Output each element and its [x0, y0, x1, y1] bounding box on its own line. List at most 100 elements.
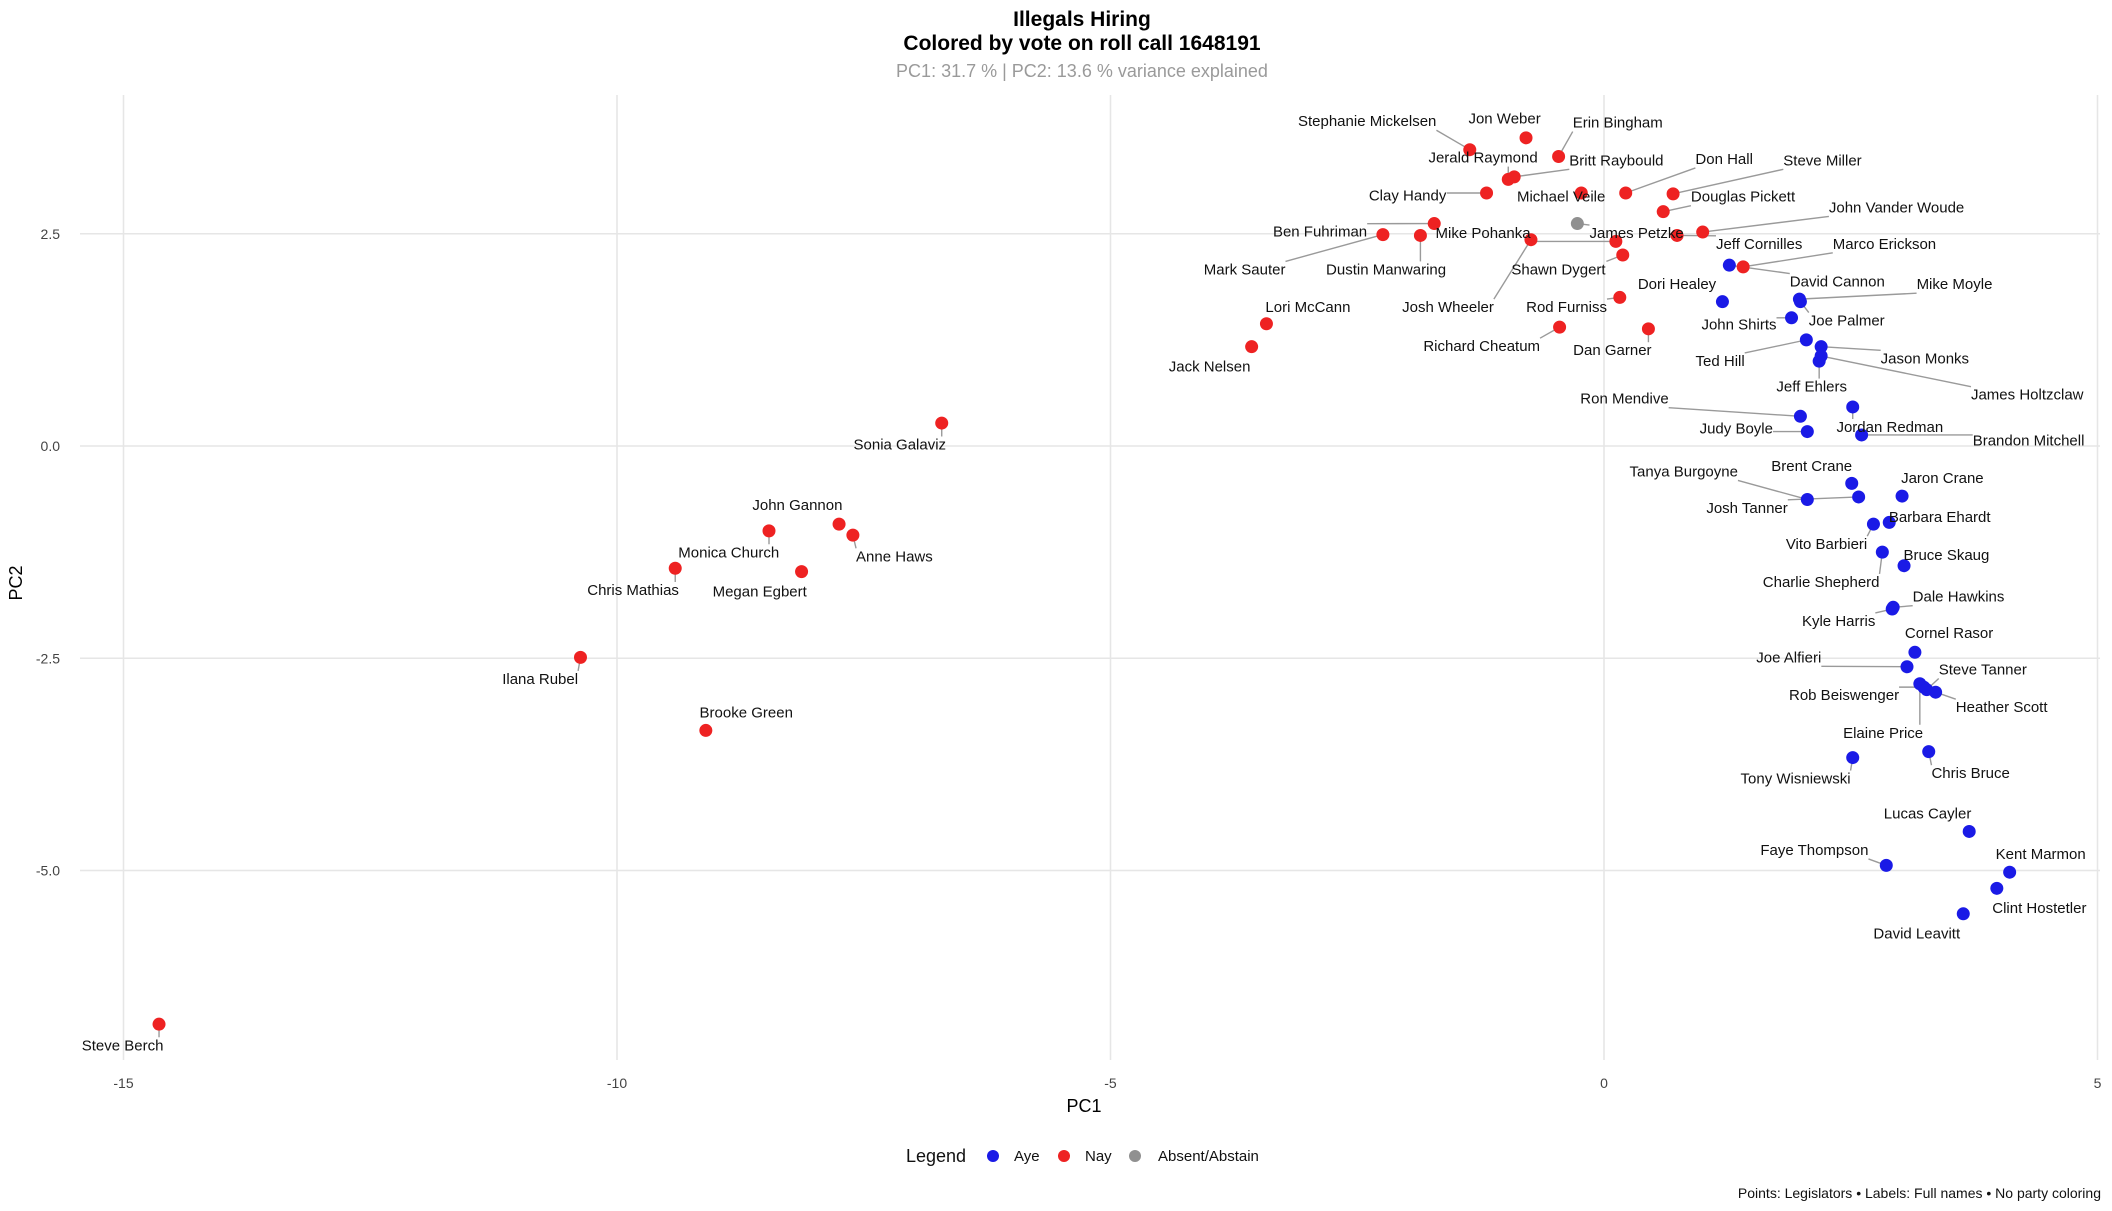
point-douglas-pickett: [1656, 205, 1670, 219]
point-michael-veile: [1574, 186, 1588, 200]
label-joe-palmer: Joe Palmer: [1809, 313, 1885, 330]
legend-swatch-nay: [1058, 1150, 1070, 1162]
label-anne-haws: Anne Haws: [856, 548, 933, 565]
label-faye-thompson: Faye Thompson: [1760, 842, 1868, 859]
label-steve-tanner: Steve Tanner: [1939, 661, 2027, 678]
label-michael-veile: Michael Veile: [1517, 189, 1605, 206]
point-labels: Stephanie Mickelsen Jon Weber Erin Bingham…: [82, 111, 2087, 1055]
point-erin-bingham: [1552, 149, 1566, 163]
label-john-gannon: John Gannon: [752, 497, 842, 514]
label-jaron-crane: Jaron Crane: [1901, 470, 1984, 487]
point-jon-weber: [1519, 131, 1533, 145]
label-jason-monks: Jason Monks: [1881, 350, 1969, 367]
point-vito-barbieri: [1866, 517, 1880, 531]
leader-line-britt-raybould: [1514, 168, 1570, 178]
point-steve-berch: [152, 1017, 166, 1031]
axis-ticks: -15 -10 -5 0 5 -5.0 -2.5 0.0 2.5: [36, 226, 2102, 1091]
label-jack-nelsen: Jack Nelsen: [1169, 358, 1251, 375]
label-chris-bruce: Chris Bruce: [1931, 765, 2009, 782]
label-barbara-ehardt: Barbara Ehardt: [1889, 509, 1992, 526]
leader-line-john-vander-woude: [1702, 215, 1829, 233]
point-dan-garner: [1641, 322, 1655, 336]
point-cornel-rasor: [1908, 645, 1922, 659]
point-kyle-harris: [1885, 602, 1899, 616]
point-anne-haws: [846, 528, 860, 542]
label-richard-cheatum: Richard Cheatum: [1423, 338, 1540, 355]
x-tick-label: 0: [1600, 1075, 1608, 1091]
leader-line-jason-monks: [1821, 345, 1881, 352]
label-chris-mathias: Chris Mathias: [587, 582, 679, 599]
point-jason-monks: [1814, 340, 1828, 354]
point-jerald-raymond: [1501, 172, 1515, 186]
leader-line-marco-erickson: [1743, 252, 1833, 268]
gridlines: [80, 95, 2100, 1060]
label-mark-sauter: Mark Sauter: [1204, 261, 1286, 278]
label-josh-tanner: Josh Tanner: [1706, 500, 1787, 517]
label-dori-healey: Dori Healey: [1638, 276, 1717, 293]
point-heather-scott: [1929, 685, 1943, 699]
point-mark-sauter: [1376, 228, 1390, 242]
legend-title: Legend: [906, 1146, 966, 1166]
point-marco-erickson: [1736, 260, 1750, 274]
point-jordan-redman: [1846, 400, 1860, 414]
point-tanya-burgoyne: [1800, 492, 1814, 506]
x-tick-label: -10: [607, 1075, 627, 1091]
point-richard-cheatum: [1553, 320, 1567, 334]
data-points: [152, 131, 2017, 1031]
point-mike-pohanka: [1609, 234, 1623, 248]
point-jack-nelsen: [1245, 340, 1259, 354]
point-stephanie-mickelsen: [1463, 143, 1477, 157]
label-dustin-manwaring: Dustin Manwaring: [1326, 261, 1446, 278]
label-lucas-cayler: Lucas Cayler: [1884, 806, 1972, 823]
point-james-petzke: [1570, 217, 1584, 231]
label-marco-erickson: Marco Erickson: [1833, 236, 1936, 253]
point-brooke-green: [699, 723, 713, 737]
label-jordan-redman: Jordan Redman: [1836, 419, 1943, 436]
chart-subtitle: Colored by vote on roll call 1648191: [903, 32, 1260, 55]
label-rod-furniss: Rod Furniss: [1526, 299, 1607, 316]
label-britt-raybould: Britt Raybould: [1569, 152, 1663, 169]
x-tick-label: 5: [2094, 1075, 2102, 1091]
label-clint-hostetler: Clint Hostetler: [1992, 900, 2086, 917]
label-james-petzke: James Petzke: [1589, 225, 1683, 242]
label-shawn-dygert: Shawn Dygert: [1511, 261, 1606, 278]
label-john-shirts: John Shirts: [1701, 317, 1776, 334]
label-judy-boyle: Judy Boyle: [1700, 420, 1773, 437]
label-rob-beiswenger: Rob Beiswenger: [1789, 687, 1899, 704]
label-elaine-price: Elaine Price: [1843, 725, 1923, 742]
label-cornel-rasor: Cornel Rasor: [1905, 625, 1993, 642]
label-mike-moyle: Mike Moyle: [1917, 276, 1993, 293]
point-tony-wisniewski: [1846, 751, 1860, 765]
point-brandon-mitchell: [1855, 428, 1869, 442]
point-john-gannon: [832, 517, 846, 531]
label-brent-crane: Brent Crane: [1771, 458, 1852, 475]
point-david-leavitt: [1956, 907, 1970, 921]
point-monica-church: [762, 524, 776, 538]
point-jeff-cornilles: [1670, 228, 1684, 242]
label-ted-hill: Ted Hill: [1696, 353, 1745, 370]
point-megan-egbert: [795, 565, 809, 579]
label-james-holtzclaw: James Holtzclaw: [1971, 387, 2084, 404]
y-tick-label: 2.5: [41, 226, 61, 242]
point-brent-crane: [1845, 476, 1859, 490]
label-mike-pohanka: Mike Pohanka: [1436, 225, 1532, 242]
label-jerald-raymond: Jerald Raymond: [1428, 150, 1537, 167]
chart-caption: Points: Legislators • Labels: Full names…: [1738, 1185, 2101, 1201]
x-tick-label: -5: [1104, 1075, 1117, 1091]
label-ron-mendive: Ron Mendive: [1580, 391, 1668, 408]
leader-line-mark-sauter: [1285, 233, 1384, 263]
point-joe-alfieri: [1900, 660, 1914, 674]
legend-label-absent: Absent/Abstain: [1158, 1148, 1259, 1165]
label-tony-wisniewski: Tony Wisniewski: [1741, 771, 1851, 788]
label-john-vander-woude: John Vander Woude: [1829, 199, 1964, 216]
x-axis-label: PC1: [1066, 1096, 1101, 1116]
point-josh-tanner: [1852, 490, 1866, 504]
label-erin-bingham: Erin Bingham: [1573, 115, 1663, 132]
leader-line-tanya-burgoyne: [1737, 479, 1808, 501]
legend: Legend Aye Nay Absent/Abstain: [906, 1146, 1259, 1166]
label-ilana-rubel: Ilana Rubel: [502, 671, 578, 688]
label-dan-garner: Dan Garner: [1573, 342, 1651, 359]
point-jaron-crane: [1895, 489, 1909, 503]
label-david-cannon: David Cannon: [1790, 274, 1885, 291]
